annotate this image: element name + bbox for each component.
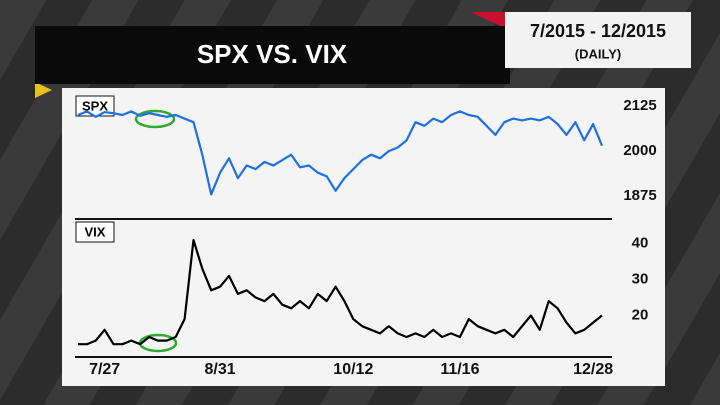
x-tick-label: 11/16: [440, 361, 479, 378]
y-tick-label: 1875: [623, 187, 656, 204]
panel-label: SPX: [82, 98, 108, 113]
x-tick-label: 7/27: [89, 361, 120, 378]
date-box: [505, 12, 691, 68]
x-tick-label: 12/28: [573, 361, 613, 378]
panel-label: VIX: [85, 224, 106, 239]
y-tick-label: 2125: [623, 97, 656, 114]
date-range: 7/2015 - 12/2015: [530, 21, 666, 41]
chart-title: SPX VS. VIX: [197, 39, 348, 69]
corner-accent: [35, 82, 52, 98]
title-banner: [35, 26, 510, 84]
y-tick-label: 40: [632, 235, 649, 252]
y-tick-label: 20: [632, 306, 649, 323]
y-tick-label: 30: [632, 270, 649, 287]
label-box: [75, 221, 115, 243]
corner-accent: [470, 12, 505, 28]
line: [78, 238, 603, 346]
highlight-circle: [134, 109, 176, 129]
chart-panel: [62, 88, 665, 386]
line: [77, 110, 604, 196]
y-tick-label: 2000: [623, 142, 656, 159]
x-tick-label: 10/12: [333, 361, 373, 378]
x-tick-label: 8/31: [205, 361, 236, 378]
frequency: (DAILY): [575, 46, 621, 61]
